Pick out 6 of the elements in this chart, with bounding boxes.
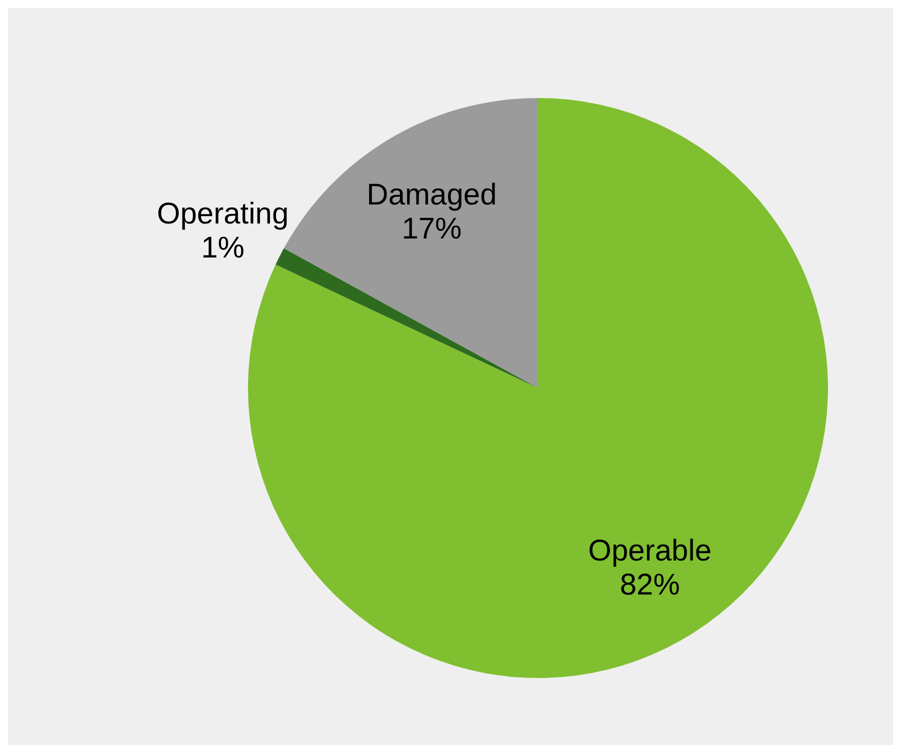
data-label: 1% [201, 231, 244, 264]
slice-label: Operating [156, 197, 289, 230]
slice-label: Damaged [366, 178, 497, 212]
data-label: 82% [620, 568, 680, 602]
data-label: 17% [402, 212, 462, 246]
slice-label: Operable [588, 534, 712, 568]
